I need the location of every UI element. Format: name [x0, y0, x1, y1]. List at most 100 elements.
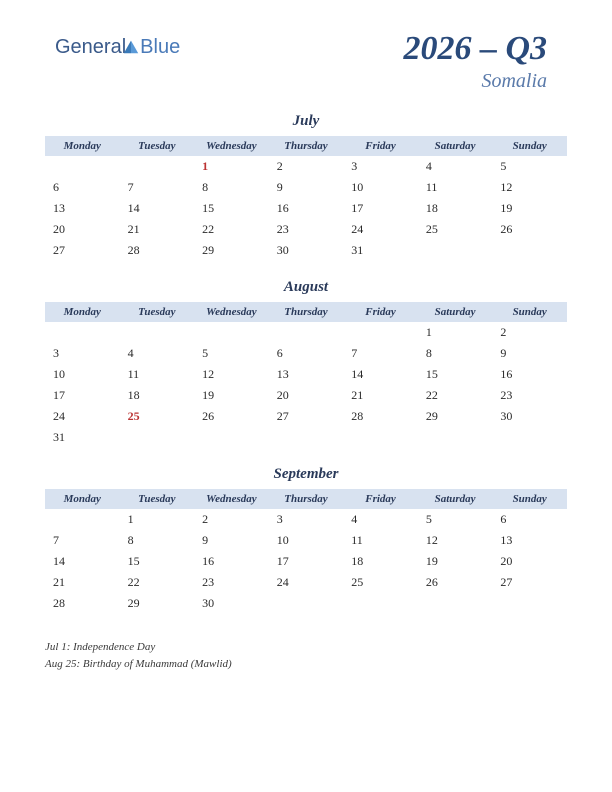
- calendar-cell: 4: [418, 156, 493, 177]
- calendar-cell: 9: [194, 530, 269, 551]
- calendar-row: 24252627282930: [45, 406, 567, 427]
- day-header: Friday: [343, 136, 418, 156]
- calendar-cell: [343, 427, 418, 448]
- calendar-row: 12345: [45, 156, 567, 177]
- calendar-cell: 27: [269, 406, 344, 427]
- calendar-cell: [492, 427, 567, 448]
- month-name: July: [45, 113, 567, 130]
- calendar-cell: 17: [45, 385, 120, 406]
- calendar-cell: 2: [194, 509, 269, 530]
- calendar-cell: 12: [418, 530, 493, 551]
- calendar-cell: 2: [269, 156, 344, 177]
- calendar-row: 13141516171819: [45, 198, 567, 219]
- calendar-cell: 25: [418, 219, 493, 240]
- day-header: Thursday: [269, 302, 344, 322]
- calendar-table: MondayTuesdayWednesdayThursdayFridaySatu…: [45, 489, 567, 614]
- country-name: Somalia: [45, 70, 547, 93]
- calendar-cell: 19: [418, 551, 493, 572]
- day-header: Monday: [45, 136, 120, 156]
- calendar-cell: 25: [343, 572, 418, 593]
- calendar-cell: 29: [194, 240, 269, 261]
- day-header: Monday: [45, 489, 120, 509]
- day-header: Wednesday: [194, 302, 269, 322]
- calendar-row: 12: [45, 322, 567, 343]
- calendar-cell: 19: [492, 198, 567, 219]
- calendar-cell: 8: [194, 177, 269, 198]
- logo-triangle-icon: [122, 37, 140, 55]
- calendar-cell: 14: [343, 364, 418, 385]
- calendar-cell: 17: [269, 551, 344, 572]
- calendar-cell: [492, 240, 567, 261]
- calendar-row: 31: [45, 427, 567, 448]
- calendar-cell: 5: [418, 509, 493, 530]
- calendar-cell: 10: [45, 364, 120, 385]
- calendar-cell: 30: [194, 593, 269, 614]
- holiday-notes: Jul 1: Independence DayAug 25: Birthday …: [45, 639, 567, 672]
- calendar-cell: 19: [194, 385, 269, 406]
- calendar-cell: 23: [269, 219, 344, 240]
- day-header: Sunday: [492, 136, 567, 156]
- calendar-cell: 3: [45, 343, 120, 364]
- calendar-row: 282930: [45, 593, 567, 614]
- calendar-cell: [418, 427, 493, 448]
- calendar-cell: 5: [194, 343, 269, 364]
- calendar-cell: [343, 322, 418, 343]
- calendar-cell: [45, 509, 120, 530]
- calendar-cell: 28: [343, 406, 418, 427]
- calendar-cell: 15: [194, 198, 269, 219]
- calendar-cell: 24: [343, 219, 418, 240]
- logo: GeneralBlue: [55, 35, 180, 59]
- calendar-cell: 3: [343, 156, 418, 177]
- calendar-cell: 22: [120, 572, 195, 593]
- calendar-cell: 25: [120, 406, 195, 427]
- calendar-cell: 10: [269, 530, 344, 551]
- calendar-row: 10111213141516: [45, 364, 567, 385]
- day-header: Tuesday: [120, 489, 195, 509]
- day-header: Sunday: [492, 302, 567, 322]
- calendar-cell: [120, 427, 195, 448]
- calendar-row: 2728293031: [45, 240, 567, 261]
- calendar-cell: [343, 593, 418, 614]
- calendar-cell: 6: [269, 343, 344, 364]
- calendar-cell: 26: [492, 219, 567, 240]
- calendar-cell: 30: [492, 406, 567, 427]
- calendar-table: MondayTuesdayWednesdayThursdayFridaySatu…: [45, 302, 567, 448]
- month-name: September: [45, 466, 567, 483]
- calendar-cell: 15: [418, 364, 493, 385]
- calendar-cell: [269, 322, 344, 343]
- calendar-row: 6789101112: [45, 177, 567, 198]
- calendar-cell: 27: [492, 572, 567, 593]
- calendar-cell: 7: [45, 530, 120, 551]
- calendar-cell: 10: [343, 177, 418, 198]
- calendar-row: 3456789: [45, 343, 567, 364]
- calendar-cell: 26: [418, 572, 493, 593]
- calendar-cell: 12: [492, 177, 567, 198]
- calendar-cell: 31: [45, 427, 120, 448]
- calendar-cell: 29: [120, 593, 195, 614]
- calendar-cell: 22: [418, 385, 493, 406]
- calendar-cell: 28: [45, 593, 120, 614]
- calendar-container: JulyMondayTuesdayWednesdayThursdayFriday…: [45, 113, 567, 614]
- day-header: Thursday: [269, 136, 344, 156]
- calendar-cell: 16: [194, 551, 269, 572]
- calendar-cell: 5: [492, 156, 567, 177]
- day-header: Friday: [343, 489, 418, 509]
- day-header: Friday: [343, 302, 418, 322]
- calendar-cell: 16: [269, 198, 344, 219]
- calendar-cell: [194, 322, 269, 343]
- calendar-cell: 20: [492, 551, 567, 572]
- calendar-cell: 20: [45, 219, 120, 240]
- calendar-cell: 15: [120, 551, 195, 572]
- calendar-cell: 27: [45, 240, 120, 261]
- day-header: Wednesday: [194, 136, 269, 156]
- calendar-cell: 3: [269, 509, 344, 530]
- calendar-cell: [194, 427, 269, 448]
- calendar-cell: 4: [343, 509, 418, 530]
- calendar-cell: 29: [418, 406, 493, 427]
- calendar-cell: [492, 593, 567, 614]
- calendar-cell: 30: [269, 240, 344, 261]
- calendar-row: 14151617181920: [45, 551, 567, 572]
- calendar-cell: 8: [418, 343, 493, 364]
- day-header: Monday: [45, 302, 120, 322]
- day-header: Saturday: [418, 489, 493, 509]
